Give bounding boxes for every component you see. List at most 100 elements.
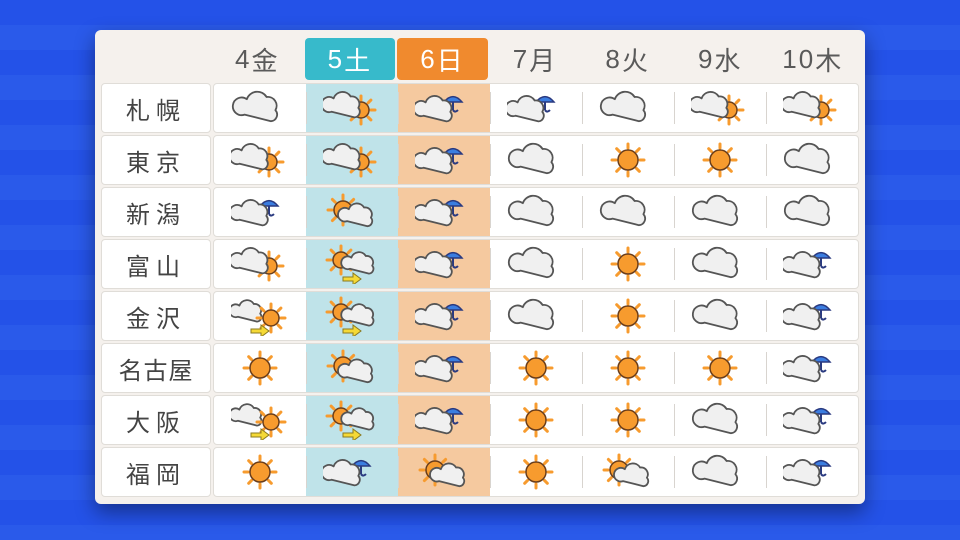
forecast-cell bbox=[766, 136, 858, 184]
forecast-cell bbox=[306, 292, 398, 340]
sun-cloud-icon bbox=[323, 348, 381, 388]
forecast-cell bbox=[214, 396, 306, 444]
day-header: 6日 bbox=[397, 38, 488, 80]
day-of-week: 木 bbox=[815, 41, 843, 78]
sun-then-cloud-icon bbox=[323, 296, 381, 336]
forecast-cells bbox=[213, 83, 859, 133]
sun-icon bbox=[599, 348, 657, 388]
forecast-cell bbox=[582, 448, 674, 496]
cloud-rain-icon bbox=[415, 192, 473, 232]
forecast-cell bbox=[766, 396, 858, 444]
sun-icon bbox=[599, 296, 657, 336]
forecast-cell bbox=[674, 344, 766, 392]
forecast-cell bbox=[306, 136, 398, 184]
day-of-week: 月 bbox=[529, 41, 557, 78]
sun-icon bbox=[691, 348, 749, 388]
forecast-cell bbox=[214, 448, 306, 496]
forecast-row: 金沢 bbox=[101, 290, 859, 342]
day-header: 8火 bbox=[582, 38, 673, 80]
cloud-then-sun-icon bbox=[231, 296, 289, 336]
forecast-cells bbox=[213, 291, 859, 341]
cloud-icon bbox=[507, 244, 565, 284]
day-header: 9水 bbox=[675, 38, 766, 80]
forecast-cell bbox=[490, 344, 582, 392]
day-header: 7月 bbox=[490, 38, 581, 80]
sun-icon bbox=[231, 348, 289, 388]
forecast-cell bbox=[398, 240, 490, 288]
forecast-cell bbox=[674, 292, 766, 340]
forecast-cell bbox=[306, 344, 398, 392]
forecast-cell bbox=[582, 240, 674, 288]
cloud-rain-icon bbox=[415, 140, 473, 180]
forecast-cell bbox=[306, 448, 398, 496]
header-row: 4金5土6日7月8火9水10木 bbox=[101, 36, 859, 82]
cloud-rain-icon bbox=[415, 244, 473, 284]
forecast-cell bbox=[490, 448, 582, 496]
forecast-row: 富山 bbox=[101, 238, 859, 290]
forecast-cell bbox=[766, 188, 858, 236]
cloud-icon bbox=[783, 192, 841, 232]
cloud-rain-icon bbox=[323, 452, 381, 492]
forecast-cells bbox=[213, 343, 859, 393]
forecast-cell bbox=[582, 292, 674, 340]
forecast-cell bbox=[766, 344, 858, 392]
forecast-cell bbox=[398, 448, 490, 496]
forecast-cell bbox=[306, 240, 398, 288]
forecast-row: 東京 bbox=[101, 134, 859, 186]
forecast-cell bbox=[306, 84, 398, 132]
forecast-cell bbox=[490, 84, 582, 132]
city-name: 新潟 bbox=[101, 187, 211, 237]
sun-icon bbox=[599, 400, 657, 440]
forecast-cell bbox=[674, 448, 766, 496]
forecast-cell bbox=[490, 188, 582, 236]
forecast-cells bbox=[213, 447, 859, 497]
forecast-cell bbox=[674, 240, 766, 288]
cloud-rain-icon bbox=[783, 296, 841, 336]
cloud-icon bbox=[691, 244, 749, 284]
forecast-cell bbox=[766, 84, 858, 132]
cloud-rain-icon bbox=[415, 296, 473, 336]
sun-icon bbox=[599, 244, 657, 284]
city-name: 東京 bbox=[101, 135, 211, 185]
cloud-sun-icon bbox=[783, 88, 841, 128]
forecast-row: 福岡 bbox=[101, 446, 859, 498]
cloud-icon bbox=[507, 296, 565, 336]
cloud-icon bbox=[231, 88, 289, 128]
forecast-cell bbox=[674, 396, 766, 444]
city-name: 大阪 bbox=[101, 395, 211, 445]
cloud-icon bbox=[783, 140, 841, 180]
forecast-cell bbox=[490, 136, 582, 184]
forecast-cells bbox=[213, 135, 859, 185]
forecast-row: 名古屋 bbox=[101, 342, 859, 394]
cloud-rain-icon bbox=[415, 88, 473, 128]
forecast-row: 新潟 bbox=[101, 186, 859, 238]
forecast-cell bbox=[214, 292, 306, 340]
forecast-cell bbox=[214, 344, 306, 392]
city-name: 福岡 bbox=[101, 447, 211, 497]
forecast-cell bbox=[214, 188, 306, 236]
cloud-rain-icon bbox=[783, 348, 841, 388]
cloud-then-sun-icon bbox=[231, 400, 289, 440]
city-name: 名古屋 bbox=[101, 343, 211, 393]
forecast-card: 4金5土6日7月8火9水10木 札幌 東京 新潟 富山 金沢 名古屋 大阪 福岡 bbox=[95, 30, 865, 504]
cloud-rain-icon bbox=[415, 348, 473, 388]
forecast-cells bbox=[213, 239, 859, 289]
cloud-icon bbox=[599, 88, 657, 128]
forecast-cell bbox=[490, 396, 582, 444]
forecast-cell bbox=[766, 292, 858, 340]
sun-then-cloud-icon bbox=[323, 400, 381, 440]
sun-icon bbox=[507, 452, 565, 492]
forecast-cell bbox=[766, 448, 858, 496]
sun-icon bbox=[691, 140, 749, 180]
cloud-sun-icon bbox=[231, 140, 289, 180]
forecast-cell bbox=[398, 136, 490, 184]
forecast-cells bbox=[213, 395, 859, 445]
day-number: 10 bbox=[782, 44, 815, 75]
forecast-cell bbox=[398, 84, 490, 132]
day-number: 6 bbox=[420, 44, 436, 75]
forecast-cell bbox=[582, 136, 674, 184]
forecast-cell bbox=[398, 396, 490, 444]
forecast-cell bbox=[582, 188, 674, 236]
city-name: 札幌 bbox=[101, 83, 211, 133]
day-number: 9 bbox=[698, 44, 714, 75]
